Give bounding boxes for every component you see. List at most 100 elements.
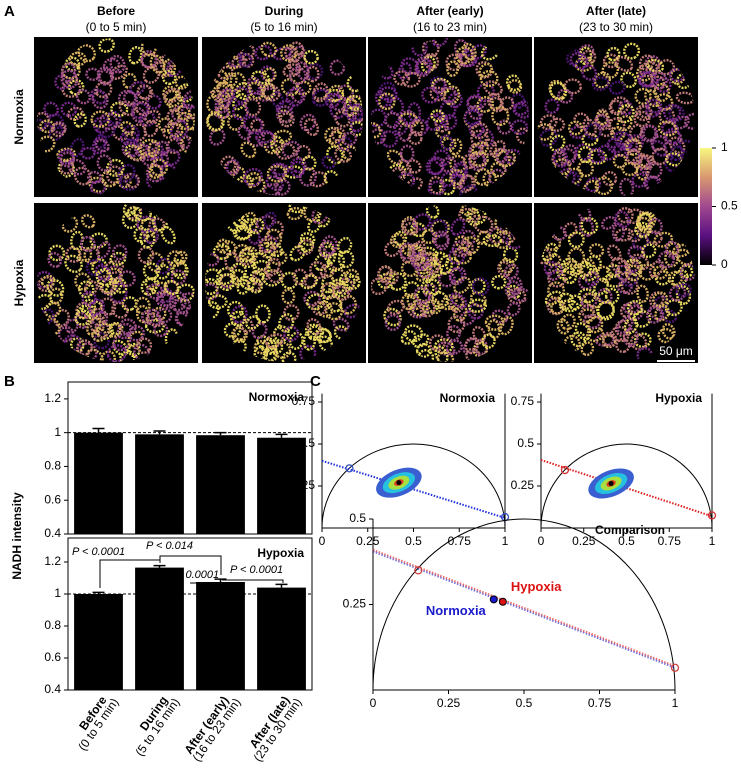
cell bbox=[304, 323, 325, 339]
cell bbox=[171, 105, 192, 123]
cell-texture bbox=[371, 38, 529, 196]
cell bbox=[430, 109, 445, 123]
cell bbox=[231, 305, 248, 324]
y-tick-label: 1.2 bbox=[44, 391, 61, 405]
cell bbox=[339, 294, 357, 315]
significance-bracket bbox=[222, 579, 284, 583]
cell bbox=[599, 124, 615, 138]
cell bbox=[328, 278, 346, 296]
cell bbox=[124, 172, 141, 189]
cell bbox=[143, 119, 159, 138]
cell bbox=[321, 155, 336, 170]
cell bbox=[313, 253, 331, 272]
cell bbox=[616, 114, 633, 132]
cell bbox=[577, 273, 595, 290]
cell bbox=[80, 146, 96, 160]
cell bbox=[443, 85, 461, 106]
x-tick-label: 1 bbox=[672, 696, 679, 710]
cell bbox=[173, 297, 191, 315]
cell bbox=[611, 222, 626, 242]
cell bbox=[146, 252, 164, 273]
cell bbox=[446, 324, 461, 342]
cell bbox=[48, 287, 64, 305]
x-tick-label: 0.5 bbox=[516, 696, 533, 710]
cell bbox=[122, 124, 140, 142]
cell bbox=[299, 344, 317, 362]
cell bbox=[591, 76, 610, 92]
cell bbox=[422, 283, 438, 299]
cell bbox=[637, 211, 657, 231]
row-label: Hypoxia bbox=[12, 259, 26, 306]
cell bbox=[91, 90, 109, 110]
cell bbox=[127, 325, 145, 342]
point bbox=[498, 597, 507, 606]
cell bbox=[446, 60, 460, 77]
cell bbox=[43, 101, 60, 117]
cell bbox=[154, 140, 170, 157]
cell bbox=[664, 127, 681, 145]
cell bbox=[91, 258, 107, 275]
x-tick-label: 0.25 bbox=[437, 696, 461, 710]
cell bbox=[298, 167, 317, 187]
error-bar bbox=[153, 564, 166, 568]
cell bbox=[474, 168, 492, 186]
cell bbox=[570, 331, 587, 348]
cell bbox=[387, 299, 405, 315]
cell bbox=[384, 314, 402, 332]
cell bbox=[386, 149, 404, 165]
cell bbox=[425, 113, 443, 131]
cell bbox=[466, 94, 483, 113]
cell bbox=[636, 284, 649, 303]
y-tick-label: 0.6 bbox=[44, 650, 61, 664]
cell bbox=[281, 288, 296, 305]
cell bbox=[627, 304, 644, 321]
cell bbox=[207, 294, 228, 310]
cell bbox=[608, 80, 626, 95]
cell bbox=[684, 112, 695, 130]
cell bbox=[88, 298, 106, 317]
cell bbox=[244, 97, 262, 117]
cell bbox=[609, 96, 630, 115]
cell bbox=[635, 63, 655, 82]
cell bbox=[421, 228, 437, 245]
cell bbox=[75, 89, 91, 105]
cell bbox=[481, 333, 496, 349]
cell bbox=[614, 210, 631, 229]
cell bbox=[610, 325, 630, 343]
cell bbox=[488, 226, 506, 245]
cell bbox=[263, 211, 277, 229]
cell bbox=[321, 282, 336, 300]
cell bbox=[309, 261, 327, 280]
cell bbox=[445, 53, 463, 72]
cell bbox=[644, 230, 663, 245]
cell bbox=[585, 122, 602, 140]
cell bbox=[99, 297, 117, 316]
cell bbox=[648, 291, 665, 308]
cell bbox=[556, 262, 575, 281]
cell bbox=[272, 129, 293, 144]
cell bbox=[399, 144, 415, 163]
cell bbox=[139, 138, 158, 157]
cell bbox=[495, 147, 509, 164]
cell bbox=[225, 158, 240, 176]
cell bbox=[288, 66, 307, 86]
cell bbox=[398, 112, 419, 128]
cell bbox=[303, 118, 320, 137]
cell bbox=[449, 138, 463, 156]
cell bbox=[388, 272, 407, 291]
cell bbox=[350, 112, 363, 133]
cell bbox=[606, 137, 624, 154]
cell bbox=[259, 235, 279, 253]
cell bbox=[149, 54, 166, 74]
intercept bbox=[414, 566, 423, 575]
cell bbox=[155, 293, 175, 307]
cell bbox=[243, 167, 264, 187]
scale-bar-label: 50 μm bbox=[659, 344, 693, 358]
cell bbox=[95, 264, 112, 281]
cell bbox=[454, 39, 469, 57]
point-label: Normoxia bbox=[426, 603, 487, 618]
cell bbox=[657, 250, 676, 269]
cell bbox=[617, 280, 633, 294]
cell bbox=[77, 44, 96, 63]
